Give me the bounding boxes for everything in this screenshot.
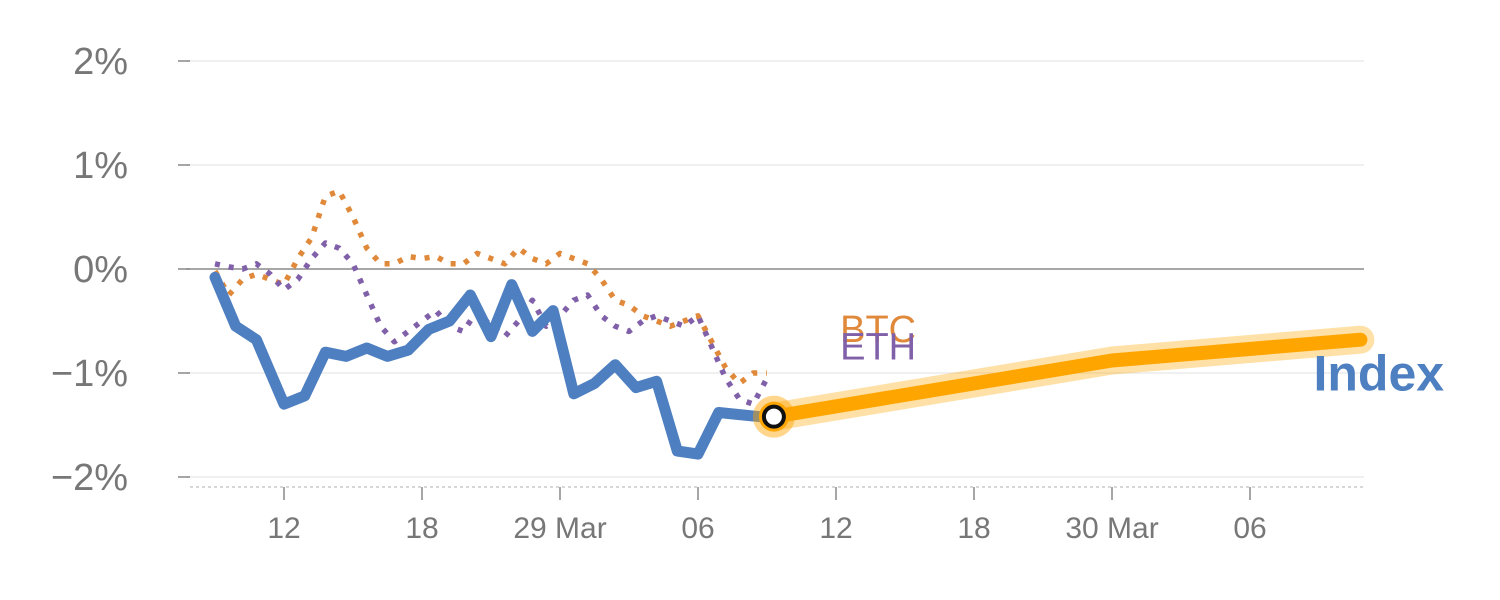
- series-line-btc: [212, 188, 767, 387]
- series-label-eth: ETH: [840, 326, 916, 368]
- y-tick-label: 2%: [73, 41, 128, 83]
- x-tick-label: 06: [1233, 512, 1266, 545]
- y-tick-label: −2%: [51, 457, 128, 499]
- x-tick-label: 06: [681, 512, 714, 545]
- series-label-btc: BTC: [840, 309, 916, 351]
- axes: 2% 1% 0% −1% −2% 12 18 29 Mar 06 12 18 30 Mar 06: [51, 41, 1364, 545]
- series-line-index: [209, 271, 780, 460]
- projection-line: [766, 332, 1368, 424]
- series-label-index: Index: [1313, 346, 1444, 402]
- x-tick-label: 12: [819, 512, 852, 545]
- y-tick-label: 0%: [73, 249, 128, 291]
- y-tick-label: 1%: [73, 145, 128, 187]
- x-tick-label: 29 Mar: [513, 512, 606, 545]
- y-tick-label: −1%: [51, 353, 128, 395]
- series-line-eth: [214, 240, 770, 407]
- grid: [186, 60, 1364, 478]
- series: [209, 188, 1375, 460]
- x-tick-label: 18: [957, 512, 990, 545]
- x-tick-label: 12: [267, 512, 300, 545]
- x-tick-label: 30 Mar: [1065, 512, 1158, 545]
- marker-point: [761, 404, 786, 429]
- x-tick-label: 18: [405, 512, 438, 545]
